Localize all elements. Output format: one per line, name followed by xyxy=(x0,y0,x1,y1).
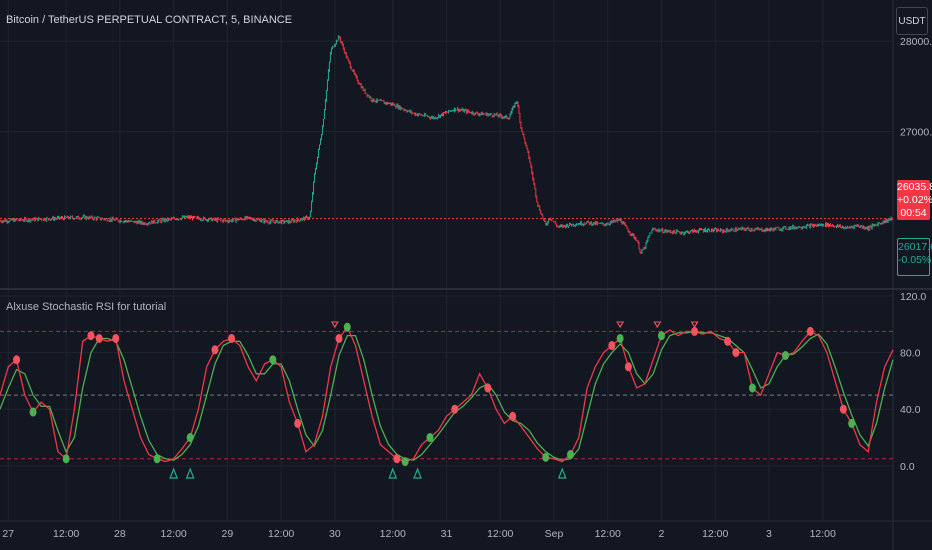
time-tick-label: 12:00 xyxy=(810,528,836,540)
price-tick-label: 27000.0 xyxy=(900,126,932,138)
sell-cross-dot xyxy=(228,333,236,343)
buy-signal-triangle xyxy=(169,467,179,479)
time-tick-label: 12:00 xyxy=(160,528,186,540)
sell-cross-dot xyxy=(624,362,632,372)
second-price-change: -0.05% xyxy=(898,254,932,266)
buy-cross-dot xyxy=(401,457,409,467)
time-tick-label: 30 xyxy=(329,528,341,540)
buy-cross-dot xyxy=(269,355,277,365)
sell-signal-triangle xyxy=(616,321,625,329)
buy-signal-triangle xyxy=(413,467,422,479)
buy-cross-dot xyxy=(542,452,550,462)
indicator-tick-label: 0.0 xyxy=(900,461,915,473)
indicator-title: Alxuse Stochastic RSI for tutorial xyxy=(6,301,167,313)
sell-signal-triangle xyxy=(653,321,662,329)
sell-signal-triangle xyxy=(690,321,699,329)
last-price-value: 26035.8 xyxy=(897,181,932,193)
buy-cross-dot xyxy=(186,433,194,443)
time-tick-label: 29 xyxy=(222,528,234,540)
buy-signal-triangle xyxy=(557,467,567,479)
buy-cross-dot xyxy=(62,454,70,464)
time-tick-label: 12:00 xyxy=(53,528,79,540)
last-price-change: +0.02% xyxy=(897,194,932,206)
buy-cross-dot xyxy=(748,383,756,393)
stoch-k-line xyxy=(0,325,894,463)
currency-button[interactable]: USDT xyxy=(896,7,928,35)
candle-series xyxy=(0,35,893,255)
buy-cross-dot xyxy=(567,450,575,460)
sell-cross-dot xyxy=(112,333,120,343)
sell-cross-dot xyxy=(806,326,814,336)
second-price-tag: 26017.6 -0.05% xyxy=(897,238,932,276)
sell-cross-dot xyxy=(294,418,302,428)
buy-cross-dot xyxy=(782,350,790,360)
buy-cross-dot xyxy=(153,454,161,464)
sell-cross-dot xyxy=(211,345,219,355)
last-price-tag: 26035.8 +0.02% 00:54 xyxy=(897,180,932,220)
price-tick-label: 28000.0 xyxy=(900,36,932,48)
sell-cross-dot xyxy=(87,331,95,341)
time-tick-label: 3 xyxy=(766,528,772,540)
indicator-tick-label: 120.0 xyxy=(900,291,926,303)
second-price-value: 26017.6 xyxy=(898,241,932,253)
buy-signal-triangle xyxy=(185,467,195,479)
sell-cross-dot xyxy=(509,411,517,421)
sell-signal-triangle xyxy=(330,321,339,329)
buy-cross-dot xyxy=(657,331,665,341)
sell-cross-dot xyxy=(95,333,103,343)
indicator-tick-label: 80.0 xyxy=(900,348,921,360)
sell-cross-dot xyxy=(691,326,699,336)
sell-cross-dot xyxy=(724,336,732,346)
bar-countdown: 00:54 xyxy=(900,207,927,219)
time-tick-label: 2 xyxy=(659,528,665,540)
time-tick-label: 31 xyxy=(441,528,453,540)
time-tick-label: 27 xyxy=(2,528,14,540)
sell-cross-dot xyxy=(335,333,343,343)
time-tick-label: 12:00 xyxy=(595,528,621,540)
sell-cross-dot xyxy=(451,404,459,414)
sell-cross-dot xyxy=(839,404,847,414)
sell-cross-dot xyxy=(608,341,616,351)
time-tick-label: 12:00 xyxy=(487,528,513,540)
sell-cross-dot xyxy=(393,454,401,464)
buy-cross-dot xyxy=(848,418,856,428)
time-tick-label: 12:00 xyxy=(380,528,406,540)
buy-signal-triangle xyxy=(388,467,398,479)
sell-cross-dot xyxy=(13,355,21,365)
buy-cross-dot xyxy=(343,322,351,332)
sell-cross-dot xyxy=(484,383,492,393)
time-tick-label: Sep xyxy=(545,528,564,540)
buy-cross-dot xyxy=(426,433,434,443)
time-tick-label: 12:00 xyxy=(268,528,294,540)
time-tick-label: 12:00 xyxy=(702,528,728,540)
sell-cross-dot xyxy=(732,348,740,358)
chart-title: Bitcoin / TetherUS PERPETUAL CONTRACT, 5… xyxy=(6,14,293,26)
indicator-tick-label: 40.0 xyxy=(900,404,921,416)
time-tick-label: 28 xyxy=(114,528,126,540)
buy-cross-dot xyxy=(616,333,624,343)
buy-cross-dot xyxy=(29,407,37,417)
